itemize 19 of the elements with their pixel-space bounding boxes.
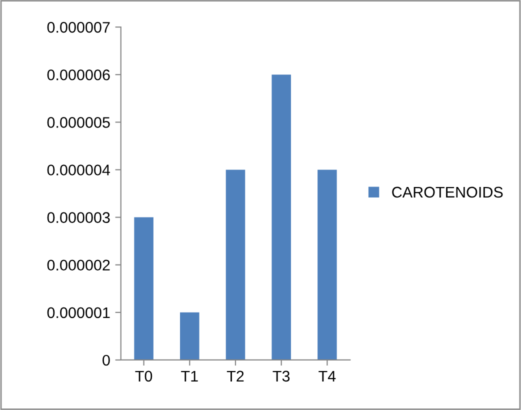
y-tick-label: 0.000006 [47,69,110,80]
y-tick-label: 0.000007 [47,22,110,33]
y-tick-label: 0.000001 [47,307,110,318]
y-tick-label: 0.000003 [47,212,110,223]
x-tick-label: T2 [226,370,244,382]
x-tick-label: T4 [318,370,336,382]
bar [318,170,337,360]
x-tick-label: T1 [181,370,198,382]
x-tick-label: T0 [135,370,152,382]
legend-label: CAROTENOIDS [392,186,503,198]
bar [226,170,246,360]
bar [134,217,154,360]
y-tick-label: 0 [102,354,110,366]
y-tick-label: 0.000002 [47,260,110,271]
y-tick-label: 0.000005 [47,117,110,128]
bar [272,74,291,360]
bar [180,312,200,360]
x-tick-label: T3 [272,370,290,382]
y-tick-label: 0.000004 [47,164,110,176]
